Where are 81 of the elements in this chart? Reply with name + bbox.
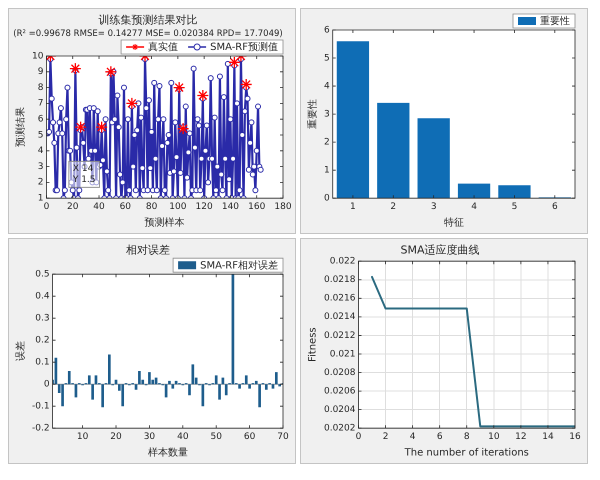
x-tick-label: 20 — [110, 432, 122, 442]
y-tick-label: 0.1 — [35, 358, 50, 368]
y-tick-label: 4 — [324, 81, 330, 92]
y-tick-label: 6 — [38, 114, 44, 125]
y-tick-label: 9 — [38, 67, 44, 78]
x-tick-label: 12 — [515, 432, 527, 442]
x-axis-title: The number of iterations — [404, 448, 529, 459]
x-tick-label: 60 — [120, 202, 132, 212]
y-tick-label: 0.0214 — [324, 312, 356, 322]
y-tick-label: 3 — [324, 109, 330, 120]
x-axis-title: 样本数量 — [148, 446, 188, 459]
legend-label: 真实值 — [148, 41, 178, 54]
y-tick-label: 3 — [38, 162, 44, 172]
x-tick-label: 16 — [569, 432, 581, 442]
y-tick-label: 7 — [38, 98, 44, 109]
chart-subtitle: (R² =0.99678 RMSE= 0.14277 MSE= 0.020384 RPD= 17.7049) — [13, 28, 283, 40]
x-tick-label: 8 — [464, 432, 470, 442]
x-tick-label: 4 — [410, 432, 416, 442]
x-tick-label: 70 — [277, 432, 289, 442]
y-tick-label: 2 — [324, 137, 330, 148]
y-axis-title: Fitness — [308, 327, 319, 362]
x-tick-label: 50 — [210, 432, 222, 442]
y-tick-label: 5 — [38, 130, 44, 140]
y-tick-label: -0.1 — [32, 402, 50, 412]
x-tick-label: 40 — [93, 202, 106, 212]
x-tick-label: 5 — [512, 202, 518, 212]
y-tick-label: 0.3 — [35, 314, 50, 324]
chart-title: 训练集预测结果对比 — [98, 13, 198, 26]
x-tick-label: 40 — [177, 432, 189, 442]
x-axis-title: 特征 — [444, 216, 464, 229]
chart-title: 相对误差 — [126, 243, 170, 256]
x-axis-title: 预测样本 — [144, 216, 185, 229]
x-tick-label: 6 — [436, 432, 443, 442]
y-axis-title: 预测结果 — [14, 107, 27, 148]
x-tick-label: 20 — [67, 202, 79, 212]
y-tick-label: 0.0202 — [324, 424, 356, 434]
y-tick-label: 0.0206 — [324, 386, 356, 396]
x-tick-label: 10 — [488, 432, 500, 442]
y-tick-label: 0.0204 — [324, 404, 356, 415]
x-tick-label: 160 — [248, 202, 266, 212]
y-axis-title: 误差 — [14, 341, 27, 362]
chart-title: SMA适应度曲线 — [400, 243, 480, 256]
legend-label: SMA-RF相对误差 — [200, 259, 278, 272]
x-tick-label: 100 — [169, 202, 187, 212]
x-tick-label: 4 — [471, 202, 478, 212]
y-tick-label: 6 — [324, 25, 330, 36]
y-tick-label: 2 — [38, 178, 44, 188]
x-tick-label: 180 — [274, 202, 292, 212]
y-axis-title: 重要性 — [306, 99, 319, 130]
y-tick-label: 10 — [32, 51, 44, 62]
x-tick-label: 14 — [542, 432, 554, 442]
y-tick-label: 0.2 — [35, 336, 50, 346]
annotation: X 14 Y 1.5 — [72, 164, 96, 186]
y-tick-label: 0.0216 — [324, 294, 356, 304]
y-tick-label: 0.022 — [330, 256, 356, 267]
y-tick-label: 0.021 — [330, 349, 356, 360]
x-tick-label: 140 — [222, 202, 240, 212]
y-tick-label: 1 — [324, 166, 330, 176]
y-tick-label: 1 — [38, 194, 44, 204]
y-tick-label: 0.4 — [35, 292, 50, 302]
y-tick-label: 0.0218 — [324, 275, 356, 286]
y-tick-label: 0.0208 — [324, 368, 356, 378]
legend-label: 重要性 — [540, 15, 570, 28]
x-tick-label: 120 — [196, 202, 214, 212]
x-tick-label: 6 — [552, 202, 558, 212]
x-tick-label: 2 — [382, 432, 388, 442]
y-tick-label: 8 — [38, 82, 44, 93]
y-tick-label: -0.2 — [32, 424, 50, 434]
y-tick-label: 4 — [38, 146, 44, 156]
y-tick-label: 0 — [324, 194, 330, 204]
y-tick-label: 5 — [324, 53, 330, 64]
y-tick-label: 0 — [44, 380, 50, 390]
y-tick-label: 0.0212 — [324, 330, 356, 341]
x-tick-label: 3 — [430, 202, 437, 212]
x-tick-label: 80 — [146, 202, 158, 212]
x-tick-label: 2 — [390, 202, 396, 212]
x-tick-label: 10 — [76, 432, 89, 442]
x-tick-label: 30 — [144, 432, 156, 442]
y-tick-label: 0.5 — [35, 270, 50, 280]
legend-label: SMA-RF预测值 — [210, 41, 278, 54]
x-tick-label: 60 — [244, 432, 256, 442]
